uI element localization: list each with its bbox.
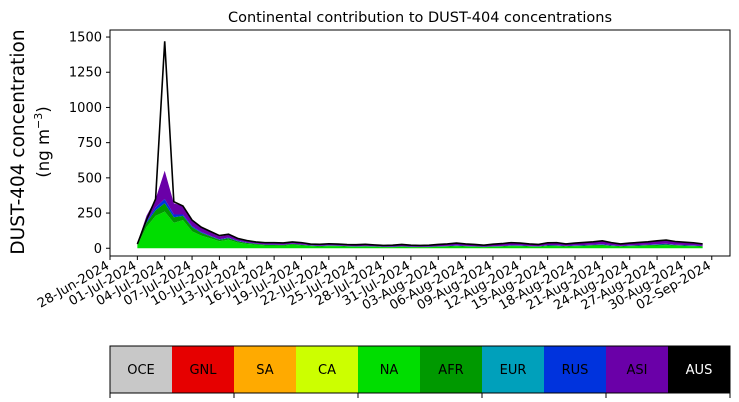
plot-area xyxy=(136,41,703,249)
legend-swatch-asi xyxy=(606,346,669,393)
area-na xyxy=(137,211,703,249)
legend-swatch-ca xyxy=(296,346,359,393)
legend-swatch-na xyxy=(358,346,421,393)
area-afr xyxy=(137,203,703,248)
y-axis-label: DUST-404 concentration (ng m−3) xyxy=(8,29,53,254)
legend-label: SA xyxy=(256,363,273,378)
y-tick-label: 1250 xyxy=(69,66,102,81)
legend-swatch-gnl xyxy=(172,346,235,393)
y-axis-label-line2: (ng m−3) xyxy=(32,106,53,177)
y-tick-label: 1000 xyxy=(69,101,102,116)
legend-label: CA xyxy=(318,363,336,378)
legend-label: RUS xyxy=(562,363,589,378)
legend-label: EUR xyxy=(500,363,527,378)
chart-title: Continental contribution to DUST-404 con… xyxy=(228,10,612,26)
legend-label: ASI xyxy=(627,363,648,378)
legend-label: OCE xyxy=(127,363,155,378)
legend-swatch-rus xyxy=(544,346,607,393)
y-axis: 0 250 500 750 1000 1250 1500 xyxy=(69,31,110,257)
y-axis-unit-exponent: −3 xyxy=(32,113,45,129)
plot-frame xyxy=(109,29,731,257)
y-axis-label-line1: DUST-404 concentration xyxy=(8,29,29,254)
legend-label: AUS xyxy=(686,363,713,378)
y-tick-label: 500 xyxy=(77,171,102,186)
total-line xyxy=(136,41,703,247)
legend-label: AFR xyxy=(438,363,463,378)
legend-swatch-aus xyxy=(668,346,731,393)
legend-frame xyxy=(109,345,731,394)
y-tick-label: 0 xyxy=(94,242,102,257)
y-tick-label: 1500 xyxy=(69,31,102,46)
legend-swatch-eur xyxy=(482,346,545,393)
legend-swatch-oce xyxy=(110,346,173,393)
legend-swatch-sa xyxy=(234,346,297,393)
legend-colorbar: OCE GNL SA CA NA AFR EUR RUS ASI AUS xyxy=(109,345,731,398)
legend-swatch-afr xyxy=(420,346,483,393)
y-tick-label: 250 xyxy=(77,207,102,222)
y-tick-label: 750 xyxy=(77,136,102,151)
legend-label: GNL xyxy=(189,363,217,378)
x-axis: 28-Jun-202401-Jul-202404-Jul-202407-Jul-… xyxy=(35,256,714,314)
legend-label: NA xyxy=(380,363,399,378)
